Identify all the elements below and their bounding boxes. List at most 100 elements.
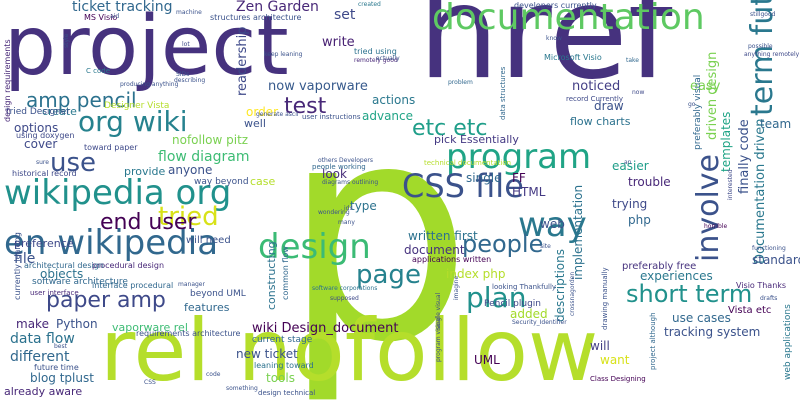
word-way: way xyxy=(518,205,587,245)
word-user-instructions: user instructions xyxy=(302,113,361,121)
word-advance: advance xyxy=(362,109,414,123)
word-aid: aid xyxy=(110,13,120,20)
word-machine: machine xyxy=(176,9,202,16)
word-will: will xyxy=(590,339,610,353)
word-easier: easier xyxy=(612,159,649,173)
word-provide: provide xyxy=(124,165,166,178)
word-create: create xyxy=(42,105,77,118)
word-wikipedia-org: wikipedia org xyxy=(4,173,232,213)
word-site: site xyxy=(540,243,551,250)
word-architectural-design: architectural design xyxy=(24,261,104,270)
word-actually: actually xyxy=(376,55,400,62)
word-php: php xyxy=(628,213,651,227)
word-imagine: imagine xyxy=(453,275,460,300)
word-producing-anything: producing anything xyxy=(120,81,179,88)
word-cover: cover xyxy=(24,137,58,151)
word-requirements-architecture: requirements architecture xyxy=(136,329,241,338)
word-beyond-uml: beyond UML xyxy=(190,289,246,299)
word-software-architecture: software architecture xyxy=(32,277,128,287)
word-software-corporations: software corporations xyxy=(312,285,378,292)
word-preference: preference xyxy=(14,237,74,250)
word-an: an xyxy=(624,159,632,166)
word-designer-vista: Designer Vista xyxy=(104,101,170,111)
word-easy: easy xyxy=(690,79,721,94)
word-user-interface: user interface xyxy=(30,289,79,297)
word-use-cases: use cases xyxy=(672,311,731,325)
word-rel-nofollow: rel nofollow xyxy=(100,301,599,400)
word-nofollow-pitz: nofollow pitz xyxy=(172,133,249,147)
word-href: href xyxy=(418,0,673,108)
word-crossnagorden: crossnagorden xyxy=(569,271,576,316)
word-noticed: noticed xyxy=(572,79,621,94)
word-technical-documentation: technical documentation xyxy=(424,159,512,167)
word-current-stage: current stage xyxy=(252,335,313,345)
word-tried-designer: tried Designer xyxy=(6,107,71,117)
word-design: design xyxy=(258,227,371,267)
word-en-wikipedia: en wikipedia xyxy=(4,223,219,263)
word-readership: readership xyxy=(235,26,250,97)
word-short-term: short term xyxy=(626,280,753,308)
word-web: web xyxy=(540,217,565,231)
word-describing: describing xyxy=(174,77,206,84)
word-flow-diagram: flow diagram xyxy=(158,149,250,165)
word-documentation: documentation xyxy=(432,0,705,38)
word-now: now xyxy=(632,89,645,96)
word-keep-leaning: keep leaning xyxy=(264,51,303,58)
word-wondering: wondering xyxy=(318,209,350,216)
word-flow-charts: flow charts xyxy=(570,115,631,128)
word-trying: trying xyxy=(612,197,648,211)
word-design-requirements: design requirements xyxy=(3,39,12,122)
word-uml: UML xyxy=(474,353,500,367)
word-security-identifier: Security_Identifier xyxy=(512,319,567,326)
word-want: want xyxy=(600,353,630,367)
word-developers-currently: developers currently xyxy=(514,1,597,10)
word-index-php: index php xyxy=(446,267,506,281)
word-vista-etc: Vista etc xyxy=(728,305,772,316)
word-currently-leaning: currently leaning xyxy=(13,232,22,300)
word-look: look xyxy=(322,167,347,181)
word-sids: SIDs xyxy=(176,71,190,78)
word-diagrams-outlining: diagrams outlining xyxy=(322,179,379,186)
word-now-vaporware: now vaporware xyxy=(268,79,368,94)
word-html: HTML xyxy=(512,185,546,199)
word-make: make xyxy=(16,317,49,331)
word-drafts: drafts xyxy=(760,295,778,302)
word-ids: ids xyxy=(344,205,353,212)
word-standard: standard xyxy=(752,253,800,267)
word-documentation-driven: Documentation driven xyxy=(753,118,768,265)
word-others-developers: others Developers xyxy=(318,157,374,164)
word-program-visual: program visual xyxy=(435,316,442,362)
word-actions: actions xyxy=(372,93,416,107)
word-etc-etc: etc etc xyxy=(412,116,488,141)
word-possible: possible xyxy=(748,43,773,50)
word-zen-garden: Zen Garden xyxy=(236,0,319,15)
word-preferably-visual: preferably visual xyxy=(693,74,703,150)
word-ticket-tracking: ticket tracking xyxy=(72,0,173,15)
word-best: best xyxy=(54,343,67,350)
word-new-ticket: new ticket xyxy=(236,347,298,361)
word-type: type xyxy=(350,199,377,213)
word-wiki-design-document: wiki Design_document xyxy=(252,321,399,336)
word-plan: plan xyxy=(466,281,527,314)
word-remotely-good: remotely good xyxy=(354,57,398,64)
word-pick-essentially: pick Essentially xyxy=(434,133,519,146)
word-team: team xyxy=(760,117,792,131)
word-amp-pencil: amp pencil xyxy=(26,88,137,112)
word-finally-code: finally code xyxy=(737,119,752,194)
word-case: case xyxy=(250,175,276,188)
word-code: code xyxy=(206,371,221,378)
word-experiences: experiences xyxy=(640,269,713,283)
word-toward-paper: toward paper xyxy=(84,143,138,152)
word-vaporware-rel: vaporware rel xyxy=(112,321,188,334)
word-ms-visio: MS Visio xyxy=(84,13,118,22)
word-created: created xyxy=(358,1,381,8)
word-lot: lot xyxy=(182,41,190,48)
word-stillgood: stillgood xyxy=(750,11,776,18)
word-structures-architecture: structures architecture xyxy=(210,13,302,22)
word-will-need: will need xyxy=(186,235,231,246)
word-p: p xyxy=(282,59,473,400)
word-page: page xyxy=(356,260,421,290)
word-tried-using: tried using xyxy=(354,47,397,56)
word-tried: tried xyxy=(158,202,219,232)
word-something: something xyxy=(226,385,258,392)
